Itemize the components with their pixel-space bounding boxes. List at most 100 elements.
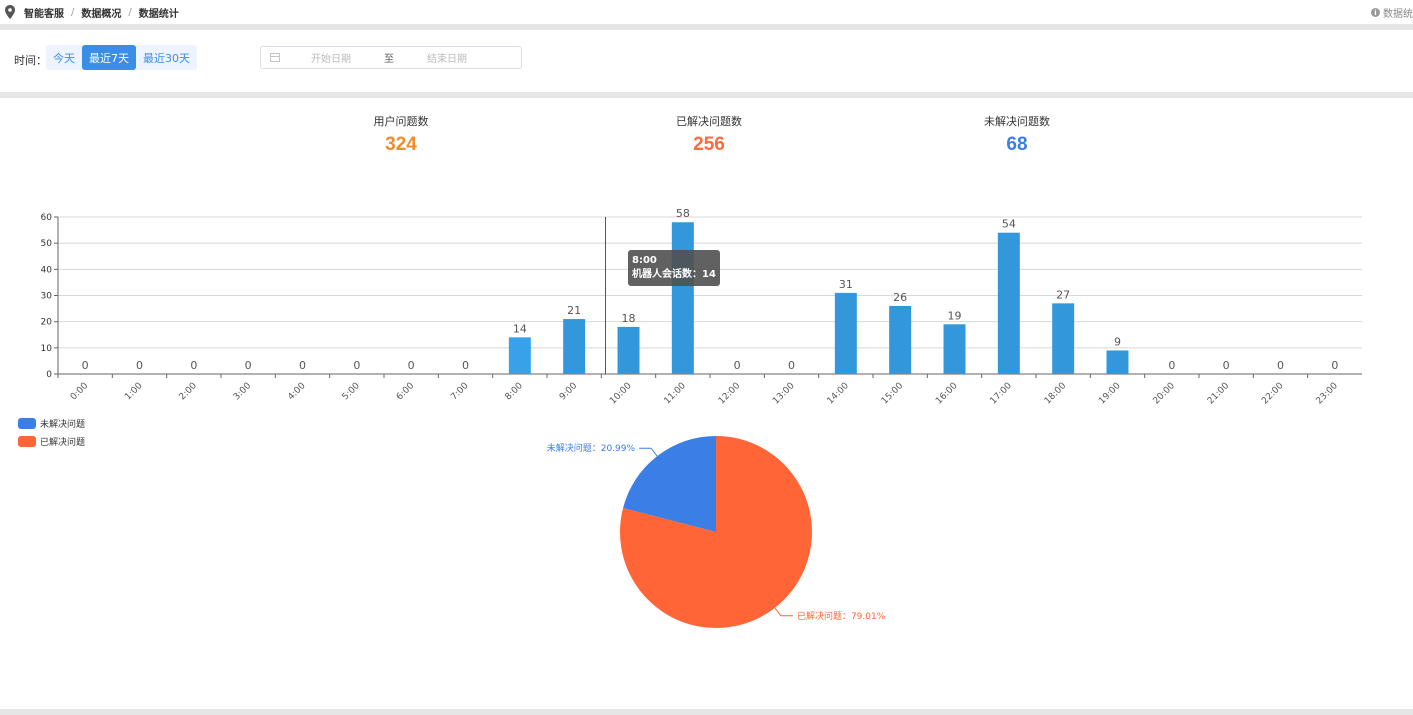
y-tick-label: 30 xyxy=(41,292,53,302)
top-bar: 智能客服 / 数据概况 / 数据统计 i 数据统 xyxy=(0,0,1413,24)
y-tick-label: 10 xyxy=(41,344,53,354)
hourly-bar-chart[interactable]: 0 10 20 30 40 50 60 0 0:00 0 1:00 0 2:00 0 3:00 0 4:00 0 5… xyxy=(0,200,1413,410)
last-30-days-button[interactable]: 最近30天 xyxy=(143,51,190,65)
x-tick-label: 8:00 xyxy=(504,381,526,403)
stat-resolved-questions: 已解决问题数 256 xyxy=(649,113,769,156)
bar xyxy=(508,337,531,374)
bar-value-label: 58 xyxy=(676,207,690,220)
divider xyxy=(0,92,1413,98)
time-range-buttons: 今天 最近7天 最近30天 xyxy=(46,45,197,70)
help-link[interactable]: i 数据统 xyxy=(1371,5,1413,20)
pie-label-line xyxy=(639,447,658,457)
x-tick-label: 11:00 xyxy=(663,381,689,407)
resolution-pie-chart[interactable]: 未解决问题：20.99% 已解决问题：79.01% xyxy=(0,420,1413,640)
breadcrumb-item[interactable]: 智能客服 xyxy=(24,8,64,20)
stat-unresolved-questions: 未解决问题数 68 xyxy=(957,113,1077,156)
x-tick-label: 19:00 xyxy=(1097,381,1123,407)
bar-value-label: 26 xyxy=(893,291,907,304)
location-pin-icon xyxy=(4,5,16,19)
bar xyxy=(671,222,694,374)
x-tick-label: 5:00 xyxy=(341,381,363,403)
bar xyxy=(1052,303,1075,374)
stat-value: 256 xyxy=(693,134,725,155)
stat-label: 已解决问题数 xyxy=(676,115,742,128)
date-range-picker[interactable]: 开始日期 至 结束日期 xyxy=(260,46,522,69)
y-tick-label: 40 xyxy=(41,265,53,275)
pie-slice-label: 未解决问题：20.99% xyxy=(547,442,636,454)
x-tick-label: 2:00 xyxy=(178,381,200,403)
x-tick-label: 6:00 xyxy=(395,381,417,403)
bar-value-label: 0 xyxy=(734,359,741,372)
x-tick-label: 12:00 xyxy=(717,381,743,407)
x-tick-label: 7:00 xyxy=(449,381,471,403)
bar-value-label: 0 xyxy=(408,359,415,372)
x-tick-label: 15:00 xyxy=(880,381,906,407)
bar xyxy=(943,324,966,374)
bar-value-label: 54 xyxy=(1002,218,1016,231)
bar xyxy=(563,319,586,374)
tooltip-text: 机器人会话数：14 xyxy=(632,269,716,280)
bar-value-label: 0 xyxy=(136,359,143,372)
x-tick-label: 23:00 xyxy=(1315,381,1341,407)
x-tick-label: 17:00 xyxy=(989,381,1015,407)
bar-value-label: 0 xyxy=(462,359,469,372)
x-tick-label: 21:00 xyxy=(1206,381,1232,407)
pie-slice xyxy=(623,436,716,532)
bar-value-label: 19 xyxy=(948,309,962,322)
pie-slice-label: 已解决问题：79.01% xyxy=(797,610,886,622)
x-tick-label: 4:00 xyxy=(286,381,308,403)
time-label: 时间： xyxy=(14,54,47,67)
x-tick-label: 9:00 xyxy=(558,381,580,403)
bar xyxy=(889,305,912,374)
breadcrumb-item[interactable]: 数据概况 xyxy=(81,8,122,20)
bar-value-label: 14 xyxy=(513,322,527,335)
range-separator: 至 xyxy=(384,54,394,65)
end-date-input[interactable]: 结束日期 xyxy=(427,54,467,65)
x-tick-label: 1:00 xyxy=(123,381,145,403)
stat-label: 用户问题数 xyxy=(373,115,429,128)
bar xyxy=(1106,350,1129,374)
y-tick-label: 0 xyxy=(46,370,52,380)
last-7-days-button[interactable]: 最近7天 xyxy=(82,45,136,70)
divider xyxy=(0,709,1413,715)
bar-value-label: 0 xyxy=(1331,359,1338,372)
x-tick-label: 10:00 xyxy=(608,381,634,407)
bar-value-label: 0 xyxy=(190,359,197,372)
x-tick-label: 3:00 xyxy=(232,381,254,403)
x-tick-label: 16:00 xyxy=(934,381,960,407)
bar xyxy=(617,326,640,374)
bar-value-label: 27 xyxy=(1056,288,1070,301)
bar-value-label: 0 xyxy=(1277,359,1284,372)
legend-item-resolved[interactable]: 已解决问题 xyxy=(18,432,85,450)
stat-value: 324 xyxy=(385,134,417,155)
pie-slice xyxy=(620,436,812,628)
x-tick-label: 13:00 xyxy=(771,381,797,407)
bar-value-label: 0 xyxy=(788,359,795,372)
y-tick-label: 60 xyxy=(41,213,53,223)
legend-label: 已解决问题 xyxy=(40,437,86,448)
start-date-input[interactable]: 开始日期 xyxy=(311,54,351,65)
x-tick-label: 20:00 xyxy=(1152,381,1178,407)
y-tick-label: 50 xyxy=(41,239,53,249)
filter-bar: 时间： 今天 最近7天 最近30天 开始日期 至 结束日期 xyxy=(0,30,1413,90)
info-icon: i xyxy=(1371,8,1380,17)
bar xyxy=(834,292,857,374)
bar-value-label: 0 xyxy=(82,359,89,372)
breadcrumb-separator: / xyxy=(71,6,75,18)
stat-value: 68 xyxy=(1006,134,1028,155)
tooltip-title: 8:00 xyxy=(632,255,657,266)
legend-item-unresolved[interactable]: 未解决问题 xyxy=(18,414,85,432)
bar xyxy=(997,232,1020,374)
legend-swatch xyxy=(18,435,36,447)
pie-label-line xyxy=(774,607,793,617)
x-tick-label: 0:00 xyxy=(69,381,91,403)
bar-value-label: 0 xyxy=(1223,359,1230,372)
bar-value-label: 9 xyxy=(1114,335,1121,348)
stat-user-questions: 用户问题数 324 xyxy=(341,113,461,156)
today-button[interactable]: 今天 xyxy=(53,51,75,65)
divider xyxy=(0,24,1413,30)
pie-legend: 未解决问题 已解决问题 xyxy=(18,414,85,450)
legend-label: 未解决问题 xyxy=(40,419,86,430)
y-tick-label: 20 xyxy=(41,318,53,328)
help-link-text: 数据统 xyxy=(1383,9,1413,20)
